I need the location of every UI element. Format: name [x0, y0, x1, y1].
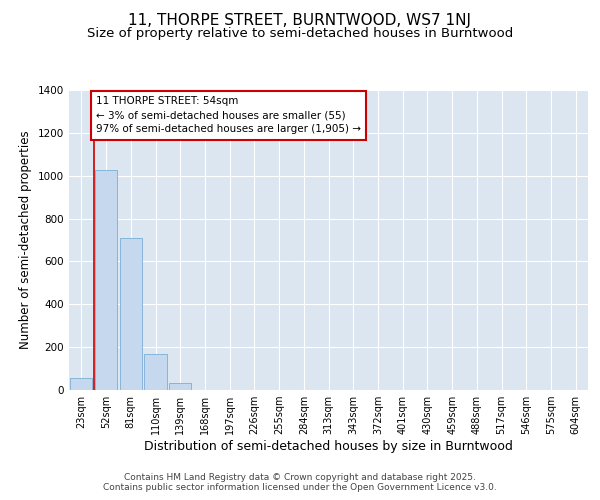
- Text: 11, THORPE STREET, BURNTWOOD, WS7 1NJ: 11, THORPE STREET, BURNTWOOD, WS7 1NJ: [128, 12, 472, 28]
- Bar: [169, 382, 191, 390]
- Text: 11 THORPE STREET: 54sqm
← 3% of semi-detached houses are smaller (55)
97% of sem: 11 THORPE STREET: 54sqm ← 3% of semi-det…: [96, 96, 361, 134]
- Bar: [145, 354, 167, 390]
- Text: Size of property relative to semi-detached houses in Burntwood: Size of property relative to semi-detach…: [87, 28, 513, 40]
- Bar: [95, 170, 117, 390]
- Text: Contains HM Land Registry data © Crown copyright and database right 2025.
Contai: Contains HM Land Registry data © Crown c…: [103, 473, 497, 492]
- Bar: [119, 238, 142, 390]
- X-axis label: Distribution of semi-detached houses by size in Burntwood: Distribution of semi-detached houses by …: [144, 440, 513, 453]
- Bar: [70, 378, 92, 390]
- Y-axis label: Number of semi-detached properties: Number of semi-detached properties: [19, 130, 32, 350]
